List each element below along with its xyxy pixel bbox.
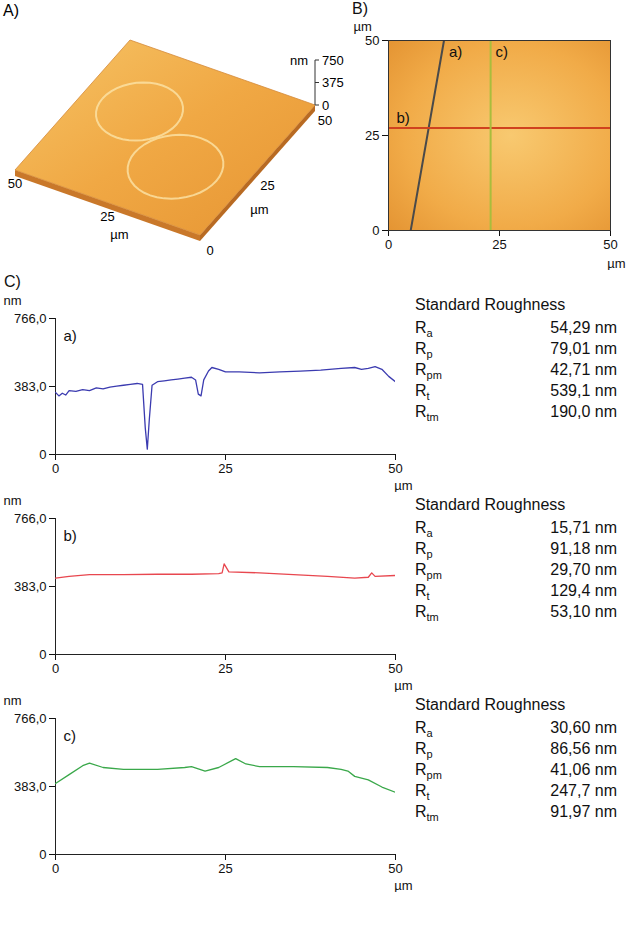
svg-text:c): c) bbox=[496, 43, 509, 60]
html-text:Rpm: Rpm bbox=[415, 361, 442, 382]
svg-text:0: 0 bbox=[52, 461, 59, 476]
svg-text:0: 0 bbox=[52, 661, 59, 676]
html-text:Standard Roughness: Standard Roughness bbox=[415, 496, 566, 513]
svg-text:50: 50 bbox=[8, 176, 22, 191]
svg-text:b): b) bbox=[397, 109, 410, 126]
svg-text:50: 50 bbox=[365, 33, 379, 48]
html-text:79,01 nm: 79,01 nm bbox=[550, 340, 617, 357]
html-text:15,71 nm: 15,71 nm bbox=[550, 519, 617, 536]
html-text:Rp: Rp bbox=[415, 340, 433, 361]
svg-text:383,0: 383,0 bbox=[14, 379, 47, 394]
svg-text:766,0: 766,0 bbox=[14, 511, 47, 526]
svg-text:50: 50 bbox=[388, 861, 402, 876]
html-text:91,97 nm: 91,97 nm bbox=[550, 803, 617, 820]
svg-text:µm: µm bbox=[394, 878, 412, 893]
svg-text:µm: µm bbox=[607, 256, 625, 271]
svg-text:nm: nm bbox=[4, 693, 22, 708]
svg-text:µm: µm bbox=[394, 478, 412, 493]
html-text:Rtm: Rtm bbox=[415, 603, 439, 624]
html-text:30,60 nm: 30,60 nm bbox=[550, 719, 617, 736]
html-text:Rp: Rp bbox=[415, 540, 433, 561]
svg-text:25: 25 bbox=[260, 178, 274, 193]
svg-text:nm: nm bbox=[4, 293, 22, 308]
svg-text:µm: µm bbox=[110, 227, 128, 242]
html-text:54,29 nm: 54,29 nm bbox=[550, 319, 617, 336]
html-text:Rtm: Rtm bbox=[415, 803, 439, 824]
svg-text:0: 0 bbox=[39, 647, 46, 662]
html-text:190,0 nm: 190,0 nm bbox=[550, 403, 617, 420]
html-text:41,06 nm: 41,06 nm bbox=[550, 761, 617, 778]
svg-text:0: 0 bbox=[372, 223, 379, 238]
svg-text:383,0: 383,0 bbox=[14, 779, 47, 794]
svg-text:0: 0 bbox=[322, 98, 329, 113]
html-text:53,10 nm: 53,10 nm bbox=[550, 603, 617, 620]
html-text:C): C) bbox=[4, 273, 21, 290]
svg-text:0: 0 bbox=[385, 237, 392, 252]
html-text:91,18 nm: 91,18 nm bbox=[550, 540, 617, 557]
svg-text:A): A) bbox=[3, 2, 19, 19]
svg-text:375: 375 bbox=[322, 75, 344, 90]
svg-text:25: 25 bbox=[492, 237, 506, 252]
svg-text:750: 750 bbox=[322, 53, 344, 68]
svg-text:50: 50 bbox=[603, 237, 617, 252]
html-text:Rt: Rt bbox=[415, 582, 430, 603]
svg-text:c): c) bbox=[64, 727, 77, 744]
html-text:Ra: Ra bbox=[415, 519, 433, 540]
html-text:29,70 nm: 29,70 nm bbox=[550, 561, 617, 578]
html-text:Rt: Rt bbox=[415, 382, 430, 403]
svg-text:25: 25 bbox=[100, 209, 114, 224]
svg-text:383,0: 383,0 bbox=[14, 579, 47, 594]
svg-text:25: 25 bbox=[365, 128, 379, 143]
html-text:Rt: Rt bbox=[415, 782, 430, 803]
html-text:Ra: Ra bbox=[415, 319, 433, 340]
svg-text:a): a) bbox=[64, 327, 77, 344]
svg-text:µm: µm bbox=[394, 678, 412, 693]
svg-text:0: 0 bbox=[206, 243, 213, 258]
html-text:B): B) bbox=[352, 0, 368, 17]
html-text:539,1 nm: 539,1 nm bbox=[550, 382, 617, 399]
svg-text:766,0: 766,0 bbox=[14, 711, 47, 726]
svg-text:50: 50 bbox=[388, 461, 402, 476]
svg-text:50: 50 bbox=[388, 661, 402, 676]
svg-text:µm: µm bbox=[354, 19, 372, 34]
html-text:Rtm: Rtm bbox=[415, 403, 439, 424]
svg-text:50: 50 bbox=[318, 113, 332, 128]
html-text:Standard Roughness: Standard Roughness bbox=[415, 696, 566, 713]
svg-text:a): a) bbox=[449, 43, 462, 60]
svg-text:25: 25 bbox=[218, 461, 232, 476]
svg-text:0: 0 bbox=[39, 447, 46, 462]
svg-text:b): b) bbox=[64, 527, 77, 544]
svg-text:766,0: 766,0 bbox=[14, 311, 47, 326]
svg-text:25: 25 bbox=[218, 861, 232, 876]
html-text:Rpm: Rpm bbox=[415, 761, 442, 782]
svg-text:nm: nm bbox=[4, 493, 22, 508]
svg-text:nm: nm bbox=[290, 53, 308, 68]
svg-text:µm: µm bbox=[250, 202, 268, 217]
html-text:247,7 nm: 247,7 nm bbox=[550, 782, 617, 799]
html-text:42,71 nm: 42,71 nm bbox=[550, 361, 617, 378]
html-text:Standard Roughness: Standard Roughness bbox=[415, 296, 566, 313]
svg-text:0: 0 bbox=[39, 847, 46, 862]
html-text:Ra: Ra bbox=[415, 719, 433, 740]
svg-text:25: 25 bbox=[218, 661, 232, 676]
html-text:86,56 nm: 86,56 nm bbox=[550, 740, 617, 757]
html-text:129,4 nm: 129,4 nm bbox=[550, 582, 617, 599]
html-text:Rpm: Rpm bbox=[415, 561, 442, 582]
html-text:Rp: Rp bbox=[415, 740, 433, 761]
svg-text:0: 0 bbox=[52, 861, 59, 876]
